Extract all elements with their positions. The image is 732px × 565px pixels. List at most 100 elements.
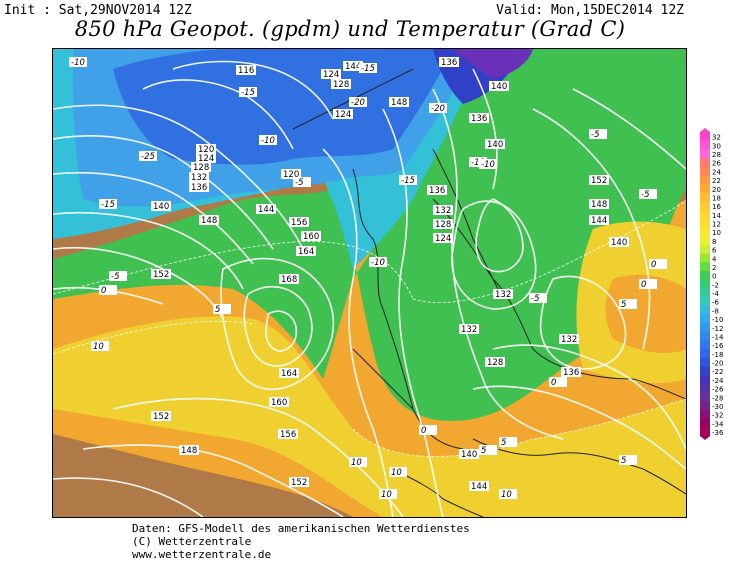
geo-label: 116	[236, 65, 256, 76]
svg-text:140: 140	[491, 82, 507, 92]
scale-label: -30	[712, 403, 723, 411]
scale-swatch	[700, 349, 710, 359]
temp-label: 10	[389, 467, 407, 478]
geo-label: 120	[196, 144, 216, 155]
scale-swatch	[700, 132, 710, 142]
svg-text:0: 0	[101, 286, 106, 296]
geo-label: 136	[427, 185, 447, 196]
scale-arrow-bottom	[700, 436, 710, 440]
copyright-text: (C) Wetterzentrale	[132, 535, 252, 548]
svg-text:132: 132	[561, 335, 577, 345]
geo-label: 148	[389, 97, 409, 108]
svg-text:144: 144	[591, 216, 607, 226]
scale-label: -10	[712, 316, 723, 324]
temp-label: -10	[469, 157, 487, 168]
svg-text:10: 10	[501, 490, 512, 500]
geo-label: 128	[433, 219, 453, 230]
coastlines	[292, 68, 686, 517]
svg-text:160: 160	[271, 398, 287, 408]
svg-text:140: 140	[487, 140, 503, 150]
green-field	[53, 49, 686, 421]
scale-swatch	[700, 340, 710, 350]
map-canvas: 116 128 124 120 124 128 132 136 140 144 …	[53, 49, 686, 517]
geo-label: 144	[469, 481, 489, 492]
temp-label: 10	[499, 489, 517, 500]
geopotential-label-layer: 116 128 124 120 124 128 132 136 140 144 …	[151, 57, 629, 492]
svg-text:128: 128	[333, 80, 349, 90]
svg-text:0: 0	[421, 426, 426, 436]
svg-text:116: 116	[238, 66, 254, 76]
geo-label: 140	[151, 201, 171, 212]
temp-label: -20	[429, 103, 447, 114]
svg-text:136: 136	[441, 58, 457, 68]
scale-arrow-top	[700, 128, 710, 132]
temp-label: -15	[239, 87, 257, 98]
geo-label: 152	[289, 477, 309, 488]
scale-label: -4	[712, 290, 720, 298]
scale-swatch	[700, 331, 710, 341]
svg-text:0: 0	[641, 280, 646, 290]
geo-label: 168	[279, 274, 299, 285]
scale-swatch	[700, 409, 710, 420]
temp-label: -15	[399, 175, 417, 186]
scale-swatch	[700, 210, 710, 220]
scale-label: -24	[712, 377, 724, 385]
scale-label: -32	[712, 412, 723, 420]
svg-text:-10: -10	[471, 158, 485, 168]
scale-label: -12	[712, 325, 723, 333]
temp-label: 5	[479, 445, 497, 456]
temp-label: 5	[619, 299, 637, 310]
geo-label: 148	[589, 199, 609, 210]
scale-label: 12	[712, 221, 721, 229]
svg-text:156: 156	[280, 430, 296, 440]
svg-text:5: 5	[501, 438, 506, 448]
geo-label: 144	[343, 61, 363, 72]
temp-label: -5	[109, 271, 127, 282]
scale-label: -20	[712, 360, 723, 368]
geo-label: 132	[493, 289, 513, 300]
geo-label: 140	[489, 81, 509, 92]
scale-label: -6	[712, 299, 720, 307]
geo-label: 156	[289, 217, 309, 228]
geo-label: 124	[321, 69, 341, 80]
svg-text:132: 132	[191, 173, 207, 183]
temp-label: -10	[259, 135, 277, 146]
svg-text:148: 148	[391, 98, 407, 108]
svg-text:136: 136	[471, 114, 487, 124]
footer: Daten: GFS-Modell des amerikanischen Wet…	[132, 522, 470, 561]
scale-swatch	[700, 288, 710, 298]
geo-label: 156	[278, 429, 298, 440]
geo-label: 136	[439, 57, 459, 68]
temp-label: 0	[549, 377, 567, 388]
geo-label: 144	[256, 204, 276, 215]
scale-swatch	[700, 366, 710, 376]
scale-swatch	[700, 158, 710, 168]
svg-text:-10: -10	[261, 136, 275, 146]
geo-label: 152	[151, 411, 171, 422]
temp-label: -20	[349, 97, 367, 108]
svg-text:-15: -15	[361, 64, 375, 74]
temp-label: 10	[349, 457, 367, 468]
scale-swatch	[700, 227, 710, 237]
geo-label: 132	[459, 324, 479, 335]
geo-label: 160	[269, 397, 289, 408]
geo-label: 132	[189, 172, 209, 183]
scale-label: -26	[712, 386, 724, 394]
svg-text:-5: -5	[531, 294, 539, 304]
geo-label: 140	[609, 237, 629, 248]
svg-text:132: 132	[495, 290, 511, 300]
scale-label: 32	[712, 134, 721, 142]
temp-label: 5	[619, 455, 637, 466]
svg-text:10: 10	[381, 490, 392, 500]
scale-swatch	[700, 140, 710, 150]
scale-swatch	[700, 175, 710, 185]
svg-text:-5: -5	[591, 130, 599, 140]
temp-label: -10	[69, 57, 87, 68]
svg-text:5: 5	[621, 300, 626, 310]
svg-text:-20: -20	[431, 104, 445, 114]
temp-label: -10	[479, 159, 497, 170]
geo-label: 152	[151, 269, 171, 280]
color-scale: 32302826242220181614121086420-2-4-6-8-10…	[700, 128, 724, 440]
svg-text:148: 148	[181, 446, 197, 456]
scale-label: -18	[712, 351, 723, 359]
